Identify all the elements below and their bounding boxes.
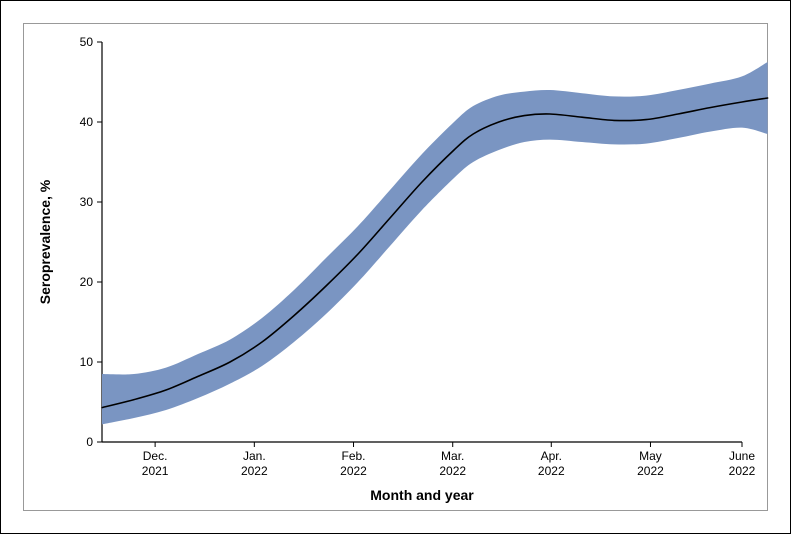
y-tick-label: 30 xyxy=(80,195,94,209)
figure-outer-frame: 01020304050Dec.2021Jan.2022Feb.2022Mar.2… xyxy=(0,0,791,534)
y-tick-label: 0 xyxy=(86,435,93,449)
x-tick-label-year: 2022 xyxy=(241,464,268,478)
x-tick-label-year: 2022 xyxy=(340,464,367,478)
y-axis-title: Seroprevalence, % xyxy=(37,179,53,304)
x-tick-label-month: Jan. xyxy=(243,449,266,463)
y-tick-label: 40 xyxy=(80,115,94,129)
y-tick-label: 50 xyxy=(80,35,94,49)
x-tick-label-year: 2021 xyxy=(142,464,169,478)
x-tick-label-month: Dec. xyxy=(143,449,168,463)
y-tick-label: 20 xyxy=(80,275,94,289)
y-tick-label: 10 xyxy=(80,355,94,369)
x-tick-label-month: Mar. xyxy=(441,449,464,463)
x-tick-label-month: Feb. xyxy=(342,449,366,463)
x-tick-label-month: Apr. xyxy=(541,449,562,463)
x-tick-label-year: 2022 xyxy=(538,464,565,478)
x-tick-label-year: 2022 xyxy=(637,464,664,478)
x-axis-title: Month and year xyxy=(370,487,474,503)
figure-inner-frame: 01020304050Dec.2021Jan.2022Feb.2022Mar.2… xyxy=(23,23,768,511)
x-tick-label-month: May xyxy=(639,449,662,463)
x-tick-label-year: 2022 xyxy=(439,464,466,478)
seroprevalence-chart: 01020304050Dec.2021Jan.2022Feb.2022Mar.2… xyxy=(24,24,769,512)
x-tick-label-month: June xyxy=(729,449,755,463)
x-tick-label-year: 2022 xyxy=(729,464,756,478)
